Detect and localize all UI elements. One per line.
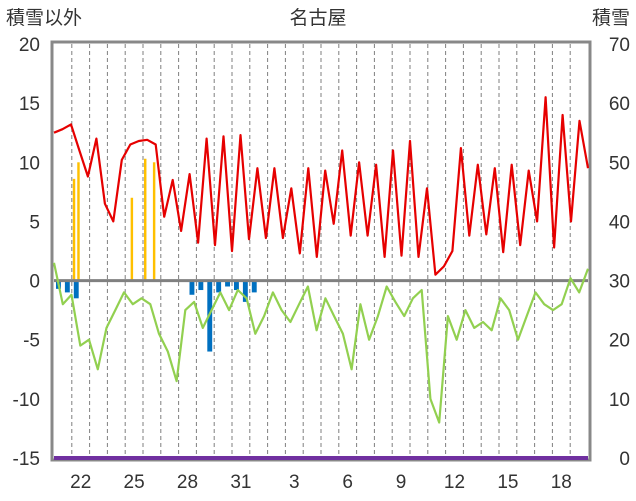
x-tick-label: 18 <box>551 472 572 493</box>
red-line-series <box>53 96 590 276</box>
y-right-tick-label: 70 <box>609 35 630 56</box>
yellow_bars-bar <box>77 162 80 281</box>
blue_bars-bar <box>251 280 257 293</box>
x-tick-label: 3 <box>289 472 300 493</box>
line-series <box>52 96 590 460</box>
blue_bars-bar <box>242 280 248 302</box>
left-axis-label: 積雪以外 <box>6 7 82 29</box>
vertical-gridlines <box>71 44 571 458</box>
x-tick-label: 31 <box>230 472 251 493</box>
blue_bars-bar <box>73 280 79 299</box>
x-tick-label: 22 <box>70 472 91 493</box>
x-tick-label: 12 <box>444 472 465 493</box>
right-axis-label: 積雪 <box>592 7 630 29</box>
y-left-tick-label: -15 <box>13 449 40 470</box>
y-left-tick-label: 10 <box>19 153 40 174</box>
green-line-series <box>52 262 590 424</box>
y-right-tick-label: 50 <box>609 153 630 174</box>
blue_bars-bar <box>216 280 222 293</box>
y-right-tick-label: 0 <box>619 449 630 470</box>
y-right-tick-label: 20 <box>609 331 630 352</box>
x-tick-label: 15 <box>497 472 518 493</box>
x-tick-label: 9 <box>396 472 407 493</box>
yellow_bars-bar <box>130 197 134 281</box>
y-left-tick-label: -10 <box>13 390 40 411</box>
y-left-tick-label: 5 <box>29 212 40 233</box>
x-tick-label: 25 <box>124 472 145 493</box>
y-left-tick-label: 0 <box>29 272 40 293</box>
y-right-tick-label: 40 <box>609 212 630 233</box>
y-right-tick-label: 10 <box>609 390 630 411</box>
blue_bars-bar <box>189 280 195 295</box>
y-right-tick-label: 60 <box>609 94 630 115</box>
y-axis-left-ticks: 20 15 10 5 0 -5 -10 -15 <box>13 35 40 470</box>
blue_bars-bar <box>234 280 239 291</box>
y-left-tick-label: -5 <box>23 331 40 352</box>
y-left-tick-label: 20 <box>19 35 40 56</box>
yellow_bars-bar <box>72 178 76 281</box>
x-tick-label: 6 <box>342 472 353 493</box>
yellow_bars-bar <box>152 162 156 281</box>
blue_bars-bar <box>198 280 204 291</box>
blue_bars-bar <box>225 280 230 287</box>
x-axis-tick-labels: 22 25 28 31 3 6 9 12 15 18 <box>70 472 572 493</box>
chart-title: 名古屋 <box>289 7 346 29</box>
x-tick-label: 28 <box>177 472 198 493</box>
y-axis-right-ticks: 70 60 50 40 30 20 10 0 <box>609 35 630 470</box>
y-left-tick-label: 15 <box>19 94 40 115</box>
y-right-tick-label: 30 <box>609 272 630 293</box>
yellow_bars-bar <box>144 158 147 281</box>
blue_bars-bar <box>64 280 70 293</box>
